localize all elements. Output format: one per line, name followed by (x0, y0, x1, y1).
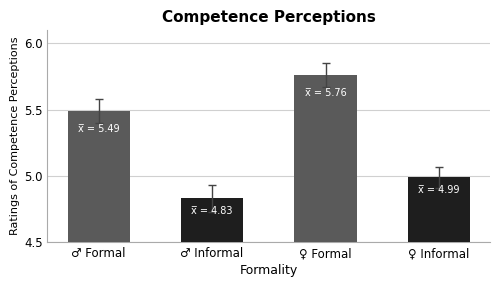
Y-axis label: Ratings of Competence Perceptions: Ratings of Competence Perceptions (10, 37, 20, 235)
Title: Competence Perceptions: Competence Perceptions (162, 10, 376, 25)
Bar (408, 177, 470, 242)
Bar (68, 111, 130, 242)
Text: x̅ = 4.83: x̅ = 4.83 (192, 206, 233, 216)
Text: x̅ = 5.49: x̅ = 5.49 (78, 124, 120, 134)
Bar (181, 199, 244, 242)
Text: x̅ = 5.76: x̅ = 5.76 (304, 88, 346, 98)
X-axis label: Formality: Formality (240, 264, 298, 277)
Text: x̅ = 4.99: x̅ = 4.99 (418, 185, 460, 195)
Bar (294, 75, 356, 242)
